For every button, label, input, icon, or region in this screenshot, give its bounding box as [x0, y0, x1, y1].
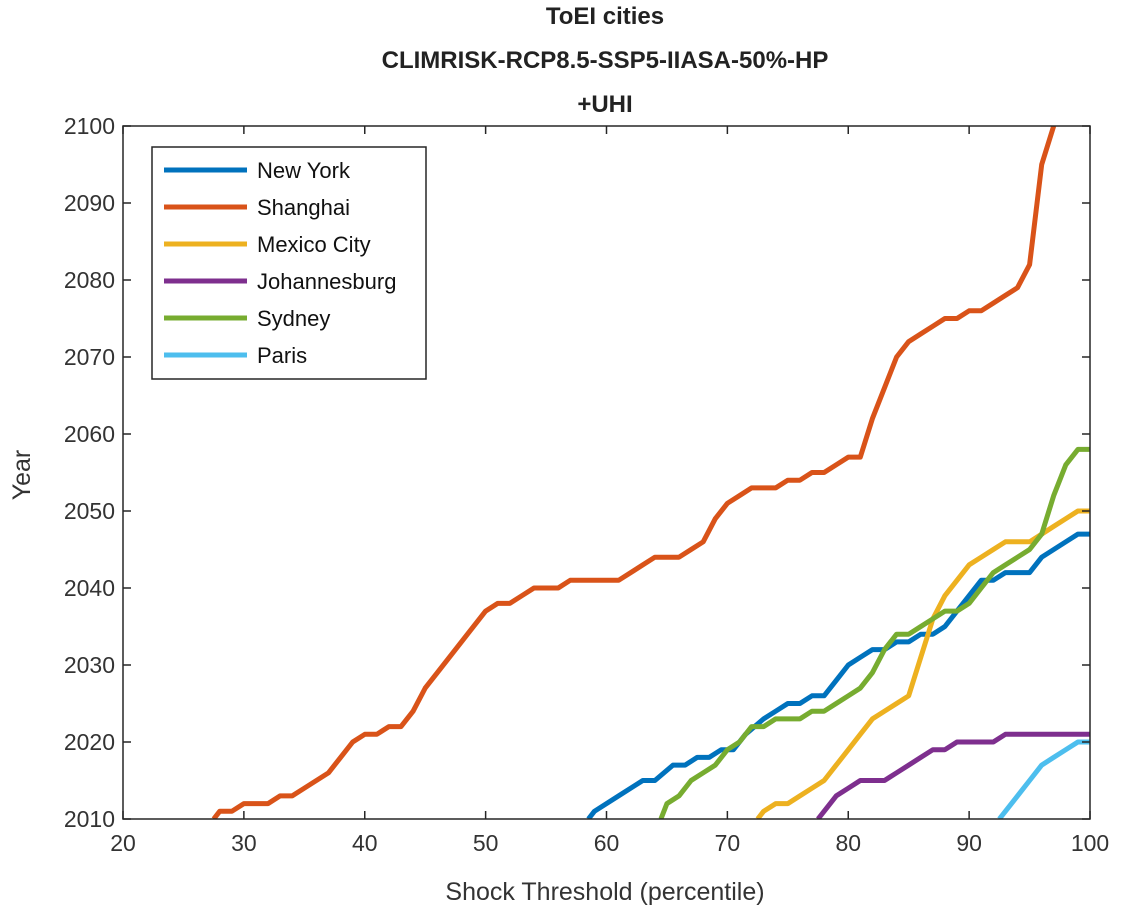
series-line-johannesburg	[816, 731, 1090, 819]
x-tick-label: 90	[956, 830, 982, 856]
title-line-1: ToEI cities	[546, 3, 664, 30]
title-line-3: +UHI	[577, 91, 632, 118]
series-line-paris	[997, 739, 1090, 819]
x-axis-label: Shock Threshold (percentile)	[445, 878, 764, 906]
legend-label-sydney: Sydney	[257, 306, 330, 331]
y-tick-label: 2080	[64, 267, 115, 293]
y-tick-label: 2070	[64, 344, 115, 370]
x-tick-label: 50	[473, 830, 499, 856]
series-line-new-york	[586, 531, 1090, 819]
x-tick-label: 100	[1071, 830, 1109, 856]
y-tick-label: 2060	[64, 421, 115, 447]
series-layer	[211, 126, 1090, 819]
series-line-shanghai	[211, 126, 1057, 819]
x-tick-label: 60	[594, 830, 620, 856]
y-tick-label: 2010	[64, 806, 115, 832]
legend-label-new-york: New York	[257, 158, 351, 183]
chart-title: ToEI cities CLIMRISK-RCP8.5-SSP5-IIASA-5…	[382, 3, 829, 118]
x-tick-label: 80	[835, 830, 861, 856]
y-tick-label: 2020	[64, 729, 115, 755]
x-tick-label: 70	[715, 830, 741, 856]
title-line-2: CLIMRISK-RCP8.5-SSP5-IIASA-50%-HP	[382, 47, 829, 74]
y-tick-label: 2090	[64, 190, 115, 216]
legend: New York Shanghai Mexico City Johannesburg S…	[151, 146, 427, 380]
ticks-layer: 20 30 40 50 60 70 80 90 100201020202030204020502…	[64, 113, 1109, 856]
legend-label-johannesburg: Johannesburg	[257, 269, 396, 294]
legend-label-shanghai: Shanghai	[257, 195, 350, 220]
series-line-sydney	[658, 446, 1090, 819]
legend-label-mexico-city: Mexico City	[257, 232, 371, 257]
x-tick-label: 20	[110, 830, 136, 856]
x-tick-label: 40	[352, 830, 378, 856]
y-tick-label: 2040	[64, 575, 115, 601]
y-tick-label: 2050	[64, 498, 115, 524]
y-tick-label: 2100	[64, 113, 115, 139]
legend-box	[151, 146, 427, 380]
y-tick-label: 2030	[64, 652, 115, 678]
x-tick-label: 30	[231, 830, 257, 856]
y-axis-label: Year	[8, 450, 36, 501]
legend-label-paris: Paris	[257, 343, 307, 368]
